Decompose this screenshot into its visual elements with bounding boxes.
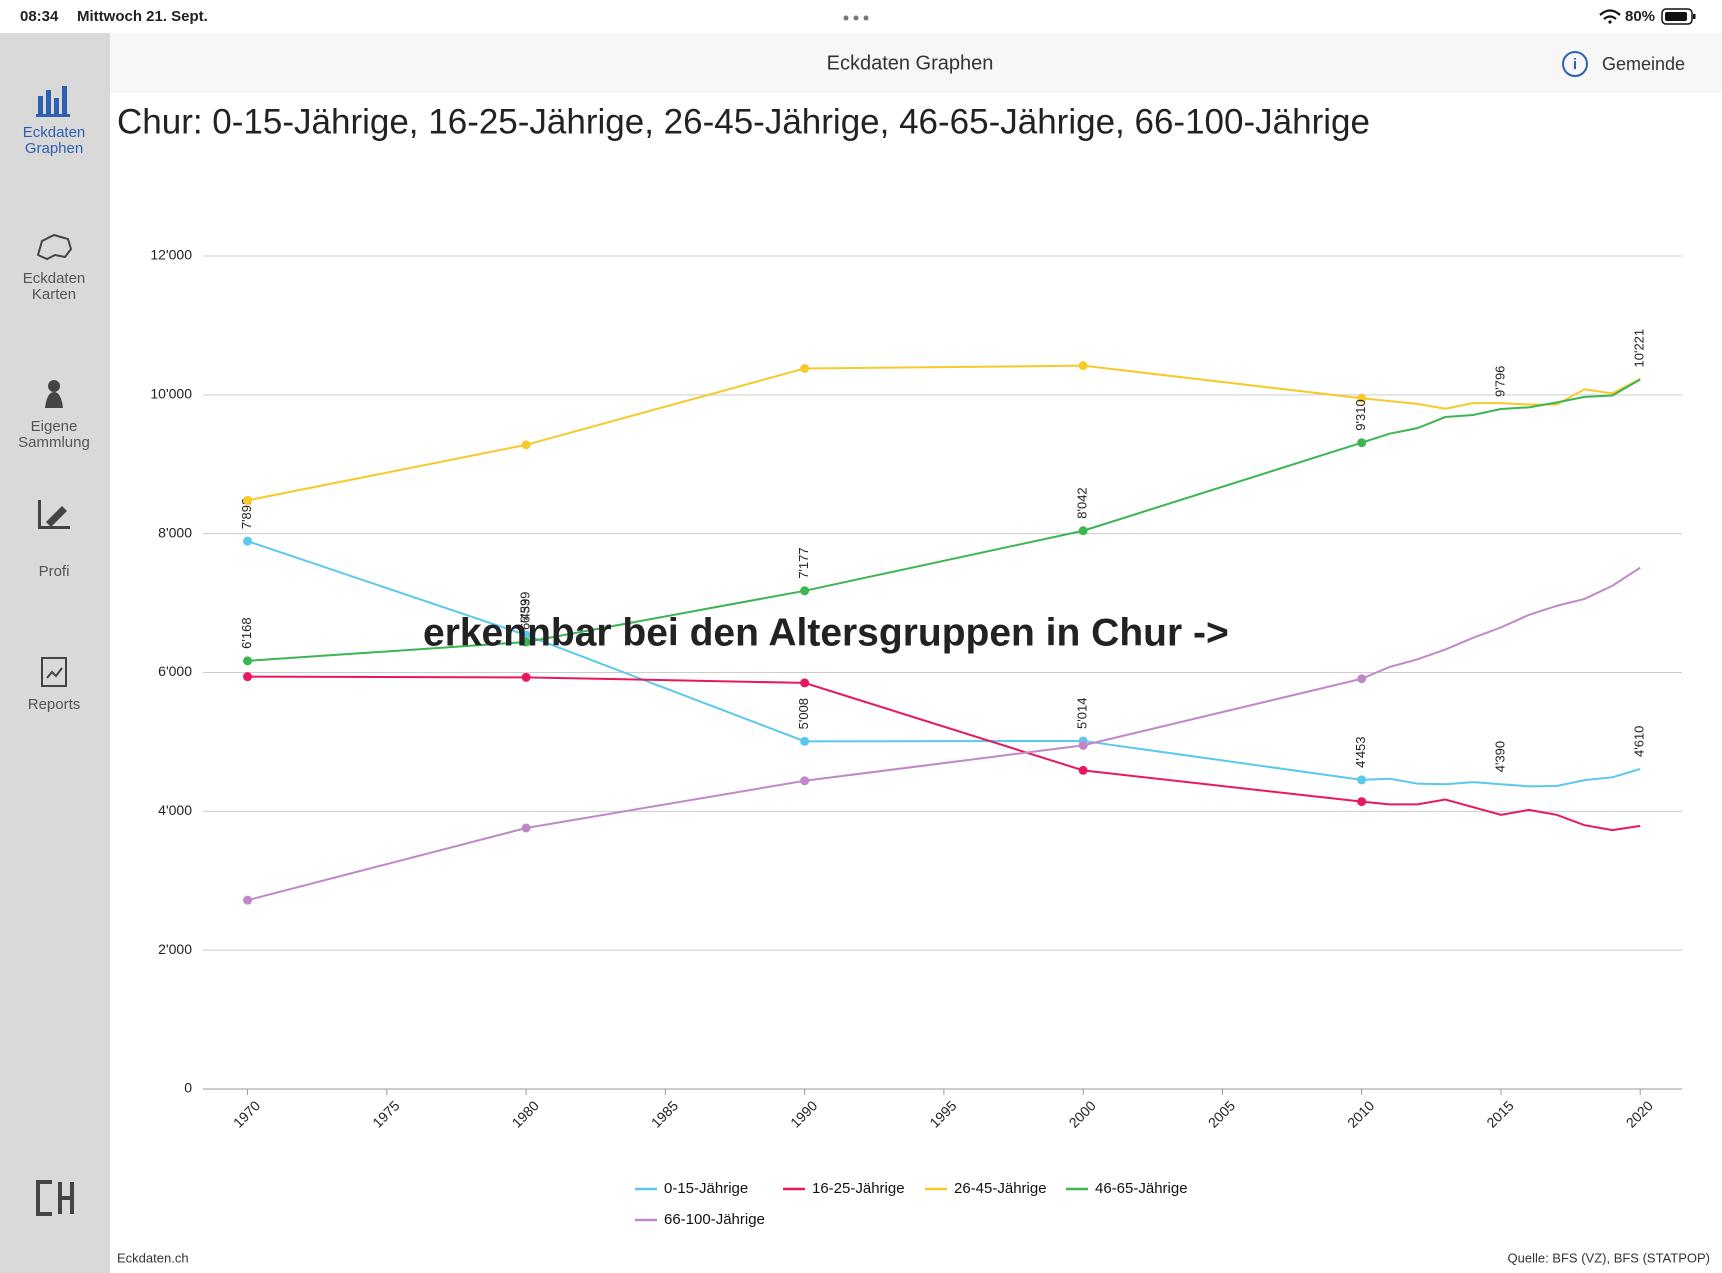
data-label: 7'892 bbox=[239, 498, 254, 529]
x-tick-label: 2005 bbox=[1205, 1097, 1238, 1130]
x-tick-label: 1985 bbox=[648, 1097, 681, 1130]
data-point bbox=[800, 586, 810, 596]
data-label: 10'221 bbox=[1632, 329, 1647, 368]
data-point bbox=[800, 736, 810, 746]
data-label: 4'453 bbox=[1353, 736, 1368, 767]
status-date: Mittwoch 21. Sept. bbox=[77, 8, 208, 25]
chart-title: Chur: 0-15-Jährige, 16-25-Jährige, 26-45… bbox=[117, 102, 1370, 141]
y-tick-label: 0 bbox=[184, 1080, 192, 1096]
data-label: 6'539 bbox=[518, 592, 533, 623]
sidebar-label[interactable]: Eckdaten bbox=[23, 270, 86, 287]
x-tick-label: 2000 bbox=[1066, 1097, 1099, 1130]
x-tick-label: 1980 bbox=[509, 1097, 542, 1130]
data-label: 9'796 bbox=[1492, 366, 1507, 397]
sidebar-label[interactable]: Karten bbox=[32, 286, 76, 303]
data-label: 6'439 bbox=[518, 599, 533, 630]
sidebar-label[interactable]: Reports bbox=[28, 696, 81, 713]
data-label: 4'390 bbox=[1492, 741, 1507, 772]
data-label: 5'008 bbox=[796, 698, 811, 729]
y-tick-label: 4'000 bbox=[158, 802, 192, 818]
status-bar bbox=[0, 0, 1722, 33]
y-tick-label: 10'000 bbox=[150, 386, 192, 402]
data-point bbox=[1357, 438, 1367, 448]
sidebar-label[interactable]: Eigene bbox=[31, 418, 78, 435]
logo bbox=[36, 1180, 74, 1216]
data-point bbox=[1078, 526, 1088, 536]
icon-profi[interactable] bbox=[38, 500, 70, 529]
data-point bbox=[243, 656, 253, 666]
icon-graphen[interactable] bbox=[36, 86, 70, 117]
multitask-dots[interactable] bbox=[843, 15, 869, 21]
nav-bar bbox=[110, 33, 1722, 93]
data-point bbox=[243, 495, 253, 505]
gemeinde-button[interactable]: i Gemeinde bbox=[1562, 51, 1685, 77]
series-line bbox=[247, 675, 1641, 832]
data-point bbox=[1357, 674, 1367, 684]
data-point bbox=[1078, 740, 1088, 750]
nav-title: Eckdaten Graphen bbox=[827, 52, 994, 74]
icon-karten[interactable] bbox=[36, 233, 73, 261]
gemeinde-label[interactable]: Gemeinde bbox=[1602, 54, 1685, 74]
svg-text:i: i bbox=[1573, 56, 1577, 73]
series-line bbox=[247, 364, 1641, 502]
data-point bbox=[1357, 393, 1367, 403]
data-label: 8'042 bbox=[1075, 487, 1090, 518]
battery-percent: 80% bbox=[1625, 8, 1655, 25]
legend-label[interactable]: 66-100-Jährige bbox=[664, 1211, 765, 1228]
y-tick-label: 8'000 bbox=[158, 524, 192, 540]
data-point bbox=[800, 776, 810, 786]
y-tick-label: 12'000 bbox=[150, 247, 192, 263]
data-point bbox=[521, 823, 531, 833]
data-point bbox=[521, 637, 531, 647]
data-label: 9'310 bbox=[1353, 399, 1368, 430]
legend-label[interactable]: 16-25-Jährige bbox=[812, 1180, 905, 1197]
x-tick-label: 2010 bbox=[1344, 1097, 1377, 1130]
legend-label[interactable]: 26-45-Jährige bbox=[954, 1180, 1047, 1197]
sidebar-label[interactable]: Profi bbox=[39, 563, 70, 580]
series-line bbox=[247, 378, 1641, 662]
legend-label[interactable]: 46-65-Jährige bbox=[1095, 1180, 1188, 1197]
data-point bbox=[800, 678, 810, 688]
status-time: 08:34 bbox=[20, 8, 59, 25]
x-tick-label: 1995 bbox=[926, 1097, 959, 1130]
data-label: 6'168 bbox=[239, 617, 254, 648]
x-tick-label: 1990 bbox=[787, 1097, 820, 1130]
sidebar-label[interactable]: Eckdaten bbox=[23, 124, 86, 141]
plot: 0 2'000 4'000 6'000 8'000 10'000 12'000 1970 197… bbox=[150, 247, 1682, 1228]
icon-reports[interactable] bbox=[41, 657, 67, 687]
series-line bbox=[247, 566, 1641, 902]
sidebar bbox=[0, 33, 110, 1273]
footer-left: Eckdaten.ch bbox=[117, 1250, 189, 1265]
y-tick-label: 2'000 bbox=[158, 941, 192, 957]
data-point bbox=[521, 630, 531, 640]
legend-label[interactable]: 0-15-Jährige bbox=[664, 1180, 748, 1197]
data-point bbox=[1078, 765, 1088, 775]
sidebar-label[interactable]: Sammlung bbox=[18, 434, 90, 451]
x-tick-label: 2015 bbox=[1483, 1097, 1516, 1130]
x-tick-label: 1975 bbox=[369, 1097, 402, 1130]
data-label: 5'014 bbox=[1075, 698, 1090, 729]
battery-icon bbox=[1661, 8, 1696, 25]
data-point bbox=[243, 895, 253, 905]
data-point bbox=[521, 672, 531, 682]
data-label: 7'177 bbox=[796, 547, 811, 578]
data-point bbox=[1078, 361, 1088, 371]
y-tick-label: 6'000 bbox=[158, 663, 192, 679]
sidebar-label[interactable]: Graphen bbox=[25, 140, 83, 157]
data-point bbox=[1357, 775, 1367, 785]
icon-sammlung[interactable] bbox=[45, 380, 63, 408]
series-line bbox=[247, 540, 1641, 788]
data-label: 4'610 bbox=[1632, 726, 1647, 757]
annotation: erkennbar bei den Altersgruppen in Chur … bbox=[423, 611, 1229, 654]
data-point bbox=[800, 363, 810, 373]
x-tick-label: 1970 bbox=[230, 1097, 263, 1130]
footer-source: Quelle: BFS (VZ), BFS (STATPOP) bbox=[1508, 1250, 1711, 1265]
x-tick-label: 2020 bbox=[1623, 1097, 1656, 1130]
data-point bbox=[1357, 797, 1367, 807]
wifi-icon bbox=[1599, 9, 1621, 24]
data-point bbox=[243, 672, 253, 682]
data-point bbox=[521, 440, 531, 450]
data-point bbox=[243, 536, 253, 546]
